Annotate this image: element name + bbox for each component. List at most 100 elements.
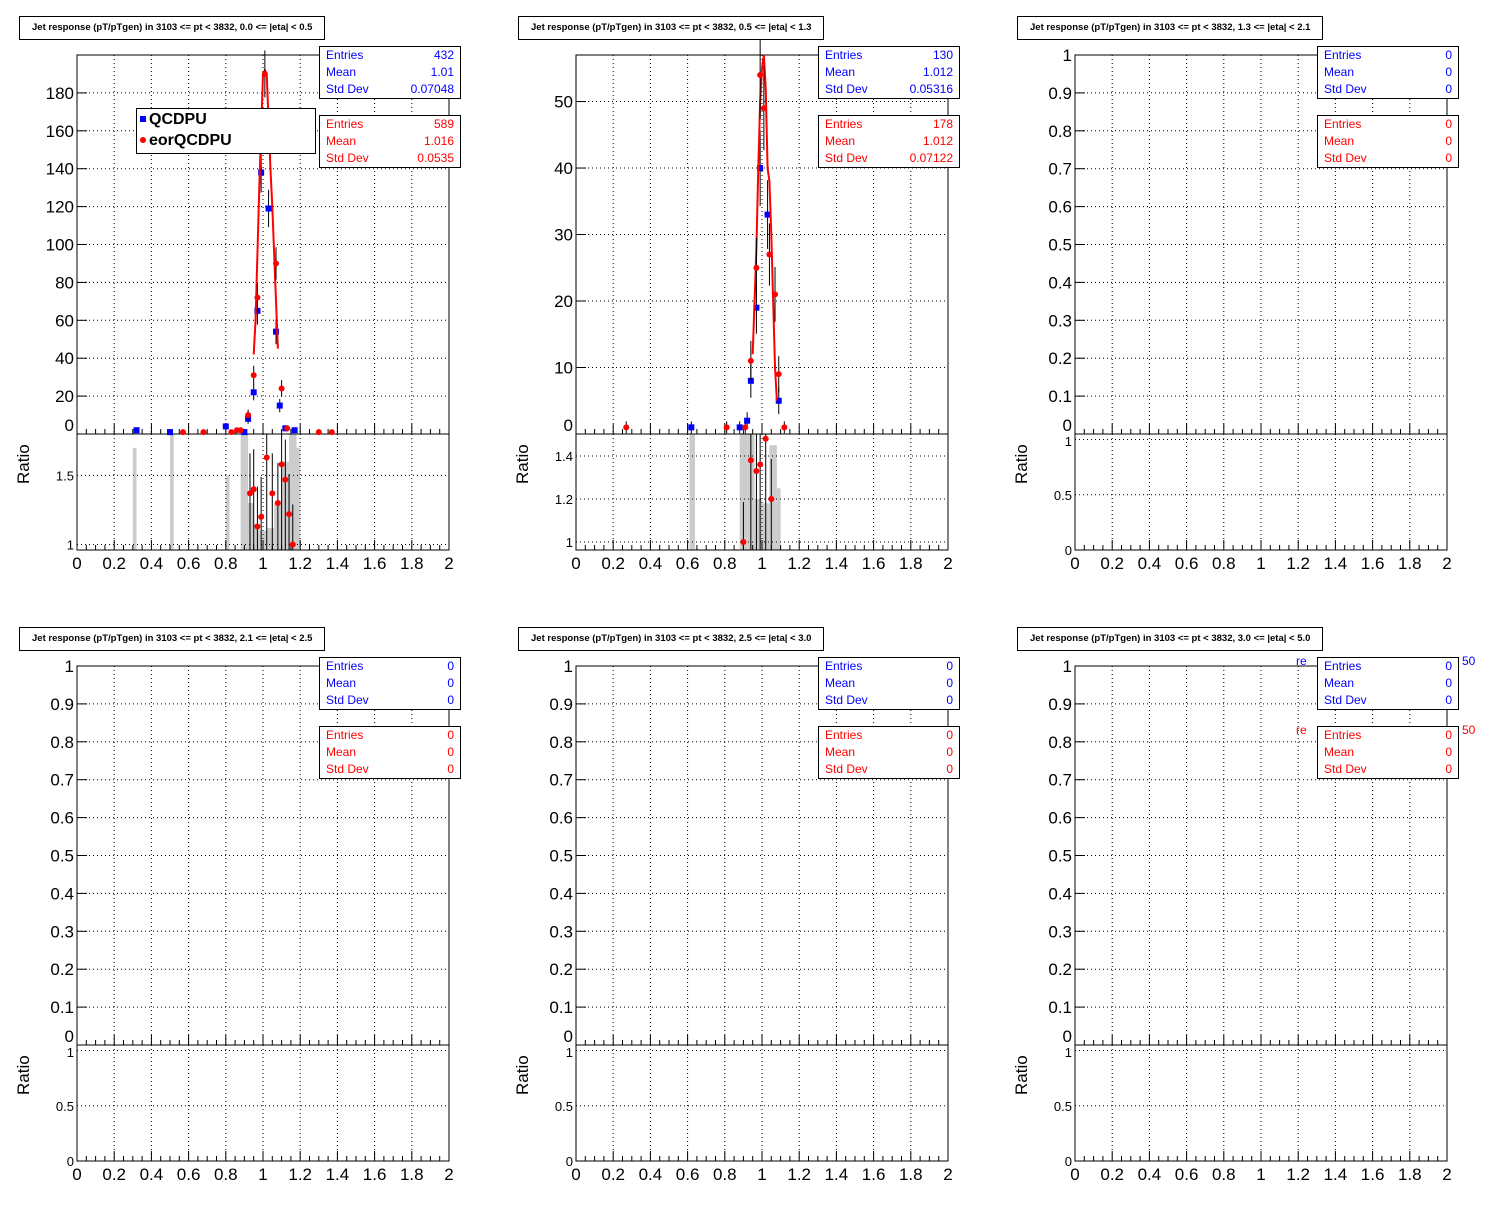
data-point-QCDPU: [688, 424, 695, 431]
y-tick-label: 0.2: [50, 960, 74, 979]
ratio-axis-label: Ratio: [14, 1055, 33, 1095]
stats-value: 0: [1445, 693, 1452, 707]
x-tick-label: 0.4: [1138, 1165, 1162, 1184]
x-tick-label: 1: [1256, 554, 1265, 573]
stats-value: 0: [946, 659, 953, 673]
y-tick-label: 0.1: [549, 998, 573, 1017]
stats-value: 0: [447, 728, 454, 742]
ratio-band-bar: [296, 447, 301, 550]
y-tick-label: 0: [564, 1027, 573, 1046]
data-point-eorQCDPU: [180, 429, 187, 436]
ratio-tick-label: 1: [67, 537, 74, 552]
pad-2: 0 0.2 0.4 0.6 0.8 1 1.2 1.4 1.6 1.8 2 0 10 20 30 40 50 1 1…: [499, 0, 997, 611]
stats-row: Mean 0: [1318, 744, 1458, 761]
plot-svg: 0 0.2 0.4 0.6 0.8 1 1.2 1.4 1.6 1.8 2 0 0.1 0.2 0.3 0.4…: [1048, 46, 1451, 573]
data-point-QCDPU: [241, 429, 248, 436]
data-point-QCDPU: [753, 304, 760, 311]
stats-row: Entries 130: [819, 47, 959, 64]
stats-box-eorQCDPU: Entries 589 Mean 1.016 Std Dev 0.0535: [319, 115, 461, 168]
stats-value: 1.012: [922, 65, 953, 79]
x-tick-label: 1.2: [787, 1165, 811, 1184]
ratio-tick-label: 0.5: [555, 1099, 573, 1114]
x-tick-label: 1.6: [862, 1165, 886, 1184]
x-tick-label: 2: [943, 1165, 952, 1184]
stats-label: Mean: [825, 676, 856, 690]
stats-label: Mean: [1324, 676, 1355, 690]
y-tick-label: 0.4: [1048, 884, 1072, 903]
ratio-tick-label: 1: [1065, 1045, 1072, 1060]
data-point-QCDPU: [736, 424, 743, 431]
stats-box-QCDPU: Entries 0 Mean 0 Std Dev 0: [818, 657, 960, 710]
hidden-label-fragment: 50: [1462, 654, 1476, 668]
data-point-QCDPU: [265, 205, 272, 212]
y-tick-label: 0.8: [50, 733, 74, 752]
stats-label: Std Dev: [825, 82, 868, 96]
plot-svg: 0 0.2 0.4 0.6 0.8 1 1.2 1.4 1.6 1.8 2 0 0.1 0.2 0.3 0.4…: [1048, 657, 1451, 1184]
ratio-point: [274, 500, 281, 507]
stats-label: Entries: [326, 728, 364, 742]
x-tick-label: 1.4: [326, 554, 350, 573]
pad-title: Jet response (pT/pTgen) in 3103 <= pt < …: [1017, 627, 1324, 651]
plot-svg: 0 0.2 0.4 0.6 0.8 1 1.2 1.4 1.6 1.8 20102030405011…: [554, 30, 953, 573]
ratio-band-bar: [754, 498, 762, 550]
data-point-eorQCDPU: [245, 412, 252, 419]
x-tick-label: 0: [1070, 554, 1079, 573]
stats-box-eorQCDPU: Entries 0 Mean 0 Std Dev 0: [1317, 726, 1459, 779]
stats-label: Mean: [326, 65, 357, 79]
stats-value: 0: [1445, 65, 1452, 79]
legend-entry: QCDPU: [137, 109, 315, 130]
ratio-band-bar: [225, 475, 230, 550]
x-tick-label: 1.4: [1324, 1165, 1348, 1184]
pad-title: Jet response (pT/pTgen) in 3103 <= pt < …: [518, 16, 825, 40]
y-tick-label: 0.5: [1048, 847, 1072, 866]
ratio-axis-label: Ratio: [14, 444, 33, 484]
ratio-point: [289, 541, 296, 548]
x-tick-label: 1.8: [899, 554, 923, 573]
x-tick-label: 0.6: [676, 1165, 700, 1184]
stats-value: 432: [433, 48, 454, 62]
stats-value: 0: [447, 693, 454, 707]
data-point-eorQCDPU: [753, 264, 760, 271]
y-tick-label: 0: [65, 416, 74, 435]
data-point-QCDPU: [258, 169, 265, 176]
ratio-tick-label: 1: [1065, 434, 1072, 449]
x-tick-label: 0.2: [102, 554, 126, 573]
x-tick-label: 0: [571, 1165, 580, 1184]
x-tick-label: 2: [1442, 554, 1451, 573]
x-tick-label: 1.2: [1286, 554, 1310, 573]
stats-row: Std Dev 0.07048: [320, 81, 460, 98]
ratio-band-bar: [776, 488, 781, 550]
ratio-tick-label: 1: [67, 1045, 74, 1060]
ratio-axis-label: Ratio: [513, 444, 532, 484]
x-tick-label: 0.4: [639, 1165, 663, 1184]
ratio-point: [762, 435, 769, 442]
stats-label: Std Dev: [1324, 151, 1367, 165]
x-tick-label: 1.8: [1398, 1165, 1422, 1184]
stats-value: 0: [1445, 659, 1452, 673]
ratio-tick-label: 0: [67, 1154, 74, 1169]
y-tick-label: 0.5: [549, 847, 573, 866]
y-tick-label: 0.9: [1048, 695, 1072, 714]
y-tick-label: 60: [55, 311, 74, 330]
stats-value: 0: [946, 762, 953, 776]
ratio-point: [269, 490, 276, 497]
data-point-QCDPU: [764, 211, 771, 218]
stats-row: Mean 0: [1318, 133, 1458, 150]
stats-row: Std Dev 0: [320, 761, 460, 778]
x-tick-label: 1.8: [400, 554, 424, 573]
stats-row: Mean 0: [320, 744, 460, 761]
data-point-eorQCDPU: [747, 357, 754, 364]
ratio-band-bar: [689, 434, 696, 550]
y-tick-label: 0: [65, 1027, 74, 1046]
ratio-band-bar: [240, 434, 249, 550]
stats-row: Std Dev 0: [1318, 692, 1458, 709]
stats-label: Std Dev: [825, 762, 868, 776]
x-tick-label: 1.8: [1398, 554, 1422, 573]
data-point-QCDPU: [757, 165, 764, 172]
x-tick-label: 1.8: [899, 1165, 923, 1184]
x-tick-label: 1.2: [787, 554, 811, 573]
data-point-eorQCDPU: [261, 70, 268, 77]
stats-value: 1.012: [922, 134, 953, 148]
x-tick-label: 0.2: [601, 1165, 625, 1184]
stats-value: 0: [1445, 82, 1452, 96]
